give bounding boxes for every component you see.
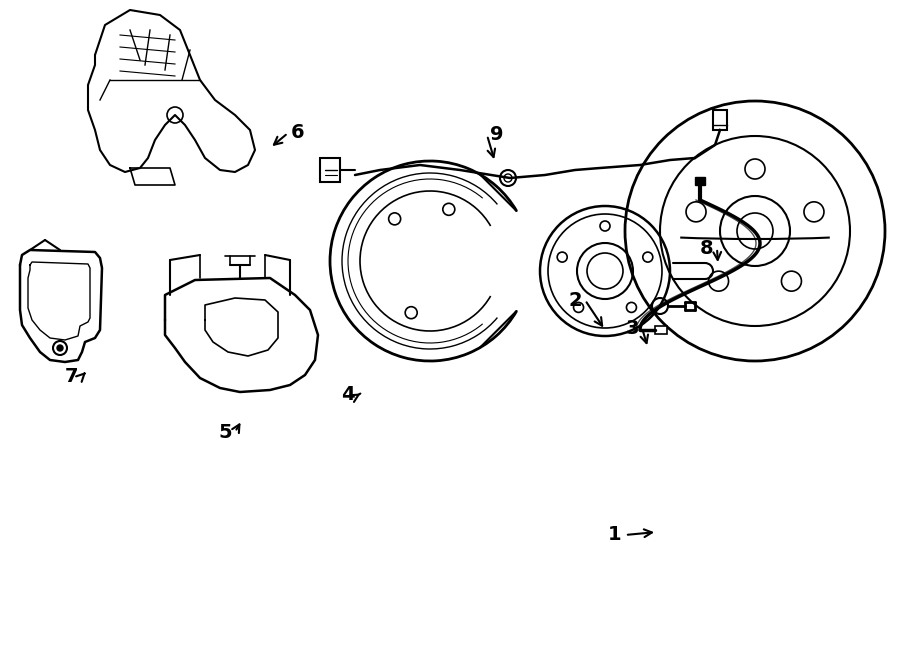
Text: 2: 2 (568, 290, 581, 309)
Text: 5: 5 (218, 422, 232, 442)
Text: 9: 9 (491, 126, 504, 145)
Bar (713, 110, 727, 130)
Text: 8: 8 (700, 239, 714, 258)
Text: 4: 4 (341, 385, 355, 405)
Text: 3: 3 (626, 319, 639, 338)
Circle shape (57, 345, 63, 351)
Text: 1: 1 (608, 525, 622, 545)
Bar (320, 158, 340, 182)
Text: 6: 6 (292, 124, 305, 143)
Bar (655, 326, 667, 334)
Bar (695, 177, 705, 185)
Text: 7: 7 (65, 366, 79, 385)
